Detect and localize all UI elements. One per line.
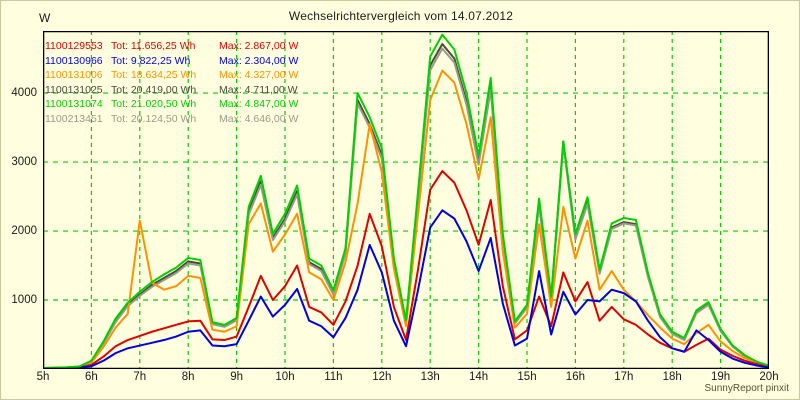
watermark-label: SunnyReport pinxit	[704, 383, 790, 394]
x-tick-10h: 10h	[275, 371, 295, 383]
x-axis-tick-labels: 5h 6h 7h 8h 9h 10h 11h 12h 13h 14h 15h 16h 17h 18h 19h…	[37, 371, 779, 389]
chart-svg	[43, 31, 769, 369]
series-line-1100130966	[43, 209, 769, 369]
y-tick-4000: 4000	[11, 87, 37, 100]
x-tick-7h: 7h	[133, 371, 147, 383]
x-tick-15h: 15h	[517, 371, 537, 383]
plot-area	[43, 31, 769, 369]
y-axis-unit-label: W	[39, 11, 51, 25]
y-tick-1000: 1000	[11, 294, 37, 307]
series-line-1100129553	[43, 170, 769, 369]
series-line-1100131006	[43, 69, 769, 369]
x-tick-11h: 11h	[324, 371, 343, 383]
x-tick-20h: 20h	[759, 371, 779, 383]
x-tick-14h: 14h	[469, 371, 489, 383]
x-tick-19h: 19h	[711, 371, 731, 383]
y-tick-3000: 3000	[11, 156, 37, 169]
page-title: Wechselrichtervergleich vom 14.07.2012	[288, 9, 514, 23]
series-line-1100131074	[43, 33, 769, 369]
x-tick-8h: 8h	[181, 371, 195, 383]
x-tick-18h: 18h	[662, 371, 682, 383]
x-tick-5h: 5h	[36, 371, 50, 383]
x-tick-13h: 13h	[420, 371, 440, 383]
y-tick-2000: 2000	[11, 225, 37, 238]
x-tick-6h: 6h	[84, 371, 98, 383]
x-tick-17h: 17h	[614, 371, 634, 383]
series-lines	[43, 33, 769, 369]
x-tick-16h: 16h	[565, 371, 585, 383]
x-tick-9h: 9h	[230, 371, 243, 383]
y-axis-tick-labels: 1000 2000 3000 4000	[1, 31, 41, 369]
x-tick-12h: 12h	[372, 371, 392, 383]
